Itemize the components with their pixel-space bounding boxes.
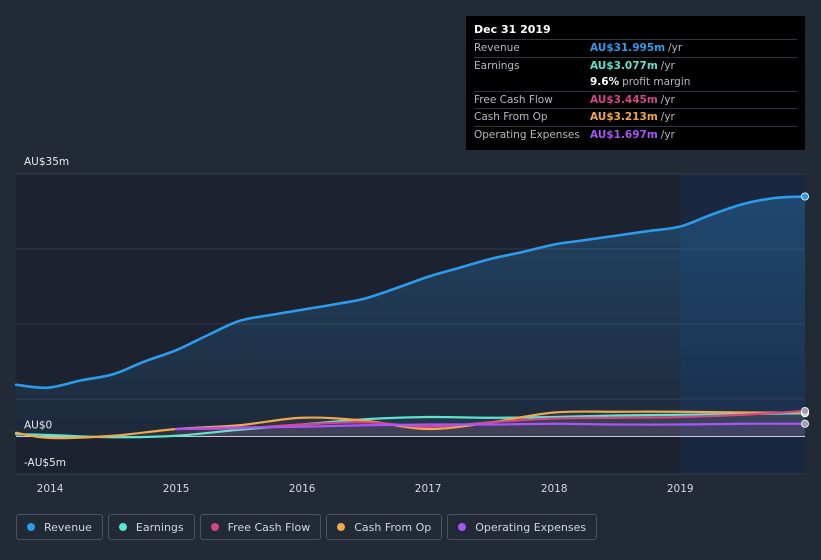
tooltip-row-unit: /yr [660,111,675,123]
tooltip-row-unit: /yr [660,128,675,141]
y-axis-label: -AU$5m [24,457,66,469]
y-axis-label: AU$0 [24,420,52,432]
legend-label: Free Cash Flow [227,520,311,534]
legend-label: Earnings [135,520,184,534]
tooltip-row: Cash From Op AU$3.213m/yr [474,108,797,126]
free-cash-flow-line [174,409,807,431]
tooltip-row-unit: /yr [668,42,683,54]
revenue-area [16,196,805,437]
x-axis-label: 2018 [541,483,568,495]
y-axis-label: AU$35m [24,156,69,168]
financial-chart: AU$35m AU$0 -AU$5m 2014 2015 2016 2017 2018 201… [14,156,810,495]
legend-label: Cash From Op [354,520,432,534]
tooltip-row: Free Cash Flow AU$3.445m/yr [474,90,797,109]
tooltip-row-value: 9.6% [590,76,620,88]
tooltip-row-unit: /yr [660,93,675,106]
legend-label: Operating Expenses [475,520,587,534]
tooltip-row-label: Operating Expenses [474,128,580,141]
x-axis-label: 2015 [163,483,190,495]
revenue-line [14,195,807,390]
x-axis-label: 2016 [289,483,316,495]
tooltip-row-value: AU$31.995m [590,42,666,54]
chart-legend: Revenue Earnings Free Cash Flow Cash From O… [16,514,598,540]
legend-item-cash-from-op[interactable]: Cash From Op [326,514,443,540]
legend-dot-icon [27,523,35,531]
legend-item-operating-expenses[interactable]: Operating Expenses [447,514,598,540]
tooltip-row-value: AU$3.077m [590,59,658,72]
x-axis-label: 2019 [667,483,694,495]
tooltip-row-unit: /yr [660,59,675,72]
data-tooltip: Dec 31 2019 Revenue AU$31.995m/yr Earnings… [466,16,805,150]
free-cash-flow-end-marker [801,406,810,415]
legend-dot-icon [118,523,127,531]
legend-dot-icon [337,523,346,531]
tooltip-row: 9.6% profit margin [474,74,797,91]
tooltip-row: Earnings AU$3.077m/yr [474,56,797,75]
x-axis-label: 2017 [415,483,442,495]
revenue-end-marker [801,192,810,201]
tooltip-date: Dec 31 2019 [474,23,551,36]
operating-expenses-end-marker [801,419,810,428]
legend-item-earnings[interactable]: Earnings [107,514,195,540]
operating-expenses-line [174,422,807,431]
legend-dot-icon [210,523,219,531]
tooltip-row: Revenue AU$31.995m/yr [474,39,797,57]
tooltip-row-label: Free Cash Flow [474,93,553,106]
tooltip-row-label: Cash From Op [474,111,548,123]
legend-item-free-cash-flow[interactable]: Free Cash Flow [199,514,322,540]
tooltip-row-value: AU$3.213m [590,111,658,123]
tooltip-row-label [474,74,590,91]
earnings-line [14,412,807,439]
tooltip-row-unit: profit margin [622,76,691,88]
tooltip-row-label: Revenue [474,42,520,54]
legend-dot-icon [458,523,467,531]
x-axis-label: 2014 [37,483,64,495]
legend-label: Revenue [44,520,92,534]
tooltip-row-value: AU$1.697m [590,128,658,141]
tooltip-row-value: AU$3.445m [590,93,658,106]
tooltip-row-label: Earnings [474,59,520,72]
tooltip-row: Operating Expenses AU$1.697m/yr [474,125,797,144]
legend-item-revenue[interactable]: Revenue [16,514,103,540]
